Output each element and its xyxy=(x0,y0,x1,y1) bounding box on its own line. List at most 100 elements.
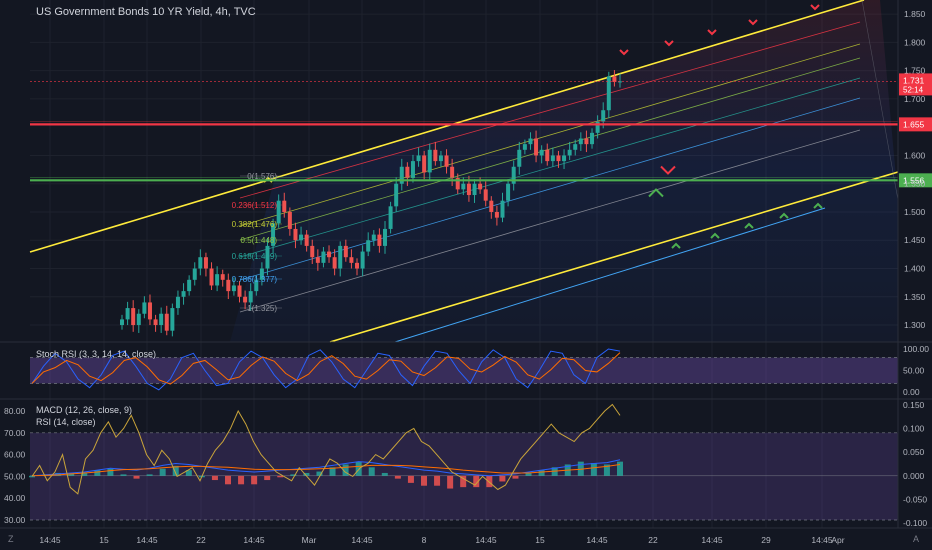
candle xyxy=(506,179,511,207)
candle xyxy=(237,280,242,303)
candle-series xyxy=(120,70,622,337)
candle xyxy=(539,145,544,164)
macd-histogram-bar xyxy=(316,471,323,476)
candle-body xyxy=(315,257,320,263)
macd-histogram-bar xyxy=(617,461,623,476)
macd-histogram-bar xyxy=(94,470,101,476)
macd-histogram-bar xyxy=(290,474,297,476)
current-price-label: 1.731 xyxy=(903,75,925,85)
macd-signal-line xyxy=(31,463,621,477)
lower-channel-line xyxy=(329,171,899,343)
candle-body xyxy=(483,189,488,201)
rsi-tick-label: 80.00 xyxy=(4,406,26,416)
stoch-d-line xyxy=(31,352,621,385)
candle-body xyxy=(338,245,343,269)
macd-histogram-bar xyxy=(264,475,271,481)
candle-body xyxy=(271,223,276,246)
fib-level-label: 0(1.576) xyxy=(247,172,277,181)
candle-body xyxy=(371,234,376,241)
candle xyxy=(382,221,387,254)
candle-body xyxy=(478,183,483,190)
candle-body xyxy=(550,155,555,162)
candle-body xyxy=(472,183,477,196)
macd-histogram-bar xyxy=(251,475,258,485)
candle-body xyxy=(578,138,583,145)
macd-histogram-bar xyxy=(434,475,441,486)
candle xyxy=(573,139,578,156)
candle-body xyxy=(198,257,203,269)
chart-title: US Government Bonds 10 YR Yield, 4h, TVC xyxy=(36,6,256,18)
candle-body xyxy=(517,149,522,167)
rsi-line xyxy=(31,403,621,495)
candle xyxy=(438,150,443,167)
down-chevron-icon xyxy=(619,49,629,56)
candle xyxy=(203,252,208,277)
candle-body xyxy=(612,76,617,82)
stoch-rsi-label[interactable]: Stoch RSI (3, 3, 14, 14, close) xyxy=(36,349,157,359)
candle xyxy=(209,262,214,290)
candle-body xyxy=(567,149,572,156)
candle-body xyxy=(360,251,365,269)
candle-body xyxy=(366,240,371,252)
candle xyxy=(483,181,488,207)
down-chevron-icon xyxy=(748,19,758,26)
macd-histogram-bar xyxy=(277,475,284,478)
timezone-button[interactable]: Z xyxy=(8,534,14,544)
macd-tick-label: 0.150 xyxy=(903,400,925,410)
candle-body xyxy=(399,166,404,184)
fib-level-label: 1(1.325) xyxy=(247,304,277,313)
candle xyxy=(371,230,376,246)
candle xyxy=(394,177,399,212)
time-tick-label: 14:45 xyxy=(475,535,497,545)
macd-histogram-bar xyxy=(486,475,493,488)
price-tick-label: 1.500 xyxy=(904,207,926,217)
candle xyxy=(125,301,130,326)
macd-histogram-bar xyxy=(120,474,127,476)
rsi-label[interactable]: RSI (14, close) xyxy=(36,417,96,427)
support-price-badge-bg xyxy=(899,173,932,188)
candle-body xyxy=(203,257,208,269)
candle-body xyxy=(511,166,516,184)
candle-body xyxy=(125,308,130,320)
fib-channel-line xyxy=(239,129,861,313)
time-tick-label: 14:45 xyxy=(136,535,158,545)
candle-body xyxy=(466,183,471,196)
candle xyxy=(489,196,494,219)
time-tick-label: Apr xyxy=(831,535,844,545)
candle-body xyxy=(410,161,415,179)
candle xyxy=(299,226,304,245)
candle-body xyxy=(422,155,427,173)
macd-histogram-bar xyxy=(499,475,506,482)
price-tick-label: 1.700 xyxy=(904,94,926,104)
candle-body xyxy=(500,200,505,218)
candle xyxy=(550,147,555,167)
candle-body xyxy=(164,313,169,331)
macd-label[interactable]: MACD (12, 26, close, 9) xyxy=(36,405,133,415)
time-tick-label: 14:45 xyxy=(243,535,265,545)
candle xyxy=(584,130,589,153)
candle-body xyxy=(287,211,292,229)
rsi-tick-label: 70.00 xyxy=(4,428,26,438)
candle xyxy=(226,273,231,300)
candle xyxy=(590,128,595,149)
candle-body xyxy=(601,110,606,122)
candle xyxy=(265,237,270,276)
fib-labels: 0(1.576) 0.236(1.512) 0.382(1.476) 0.5(1.44… xyxy=(232,172,278,313)
rsi-tick-label: 40.00 xyxy=(4,493,26,503)
candle xyxy=(215,266,220,292)
candle-body xyxy=(494,211,499,218)
candle xyxy=(388,201,393,234)
macd-histogram-bar xyxy=(355,461,362,476)
time-tick-label: 14:45 xyxy=(351,535,373,545)
candle xyxy=(355,258,360,276)
candle-body xyxy=(355,262,360,269)
time-tick-label: 14:45 xyxy=(701,535,723,545)
fib-channel-line xyxy=(239,43,861,227)
macd-histogram-bar xyxy=(159,468,166,476)
auto-scale-button[interactable]: A xyxy=(913,534,920,544)
macd-histogram-bar xyxy=(238,475,245,485)
candle-body xyxy=(388,206,393,229)
lower-blue-line xyxy=(394,207,826,343)
macd-histogram-bar xyxy=(329,467,336,476)
